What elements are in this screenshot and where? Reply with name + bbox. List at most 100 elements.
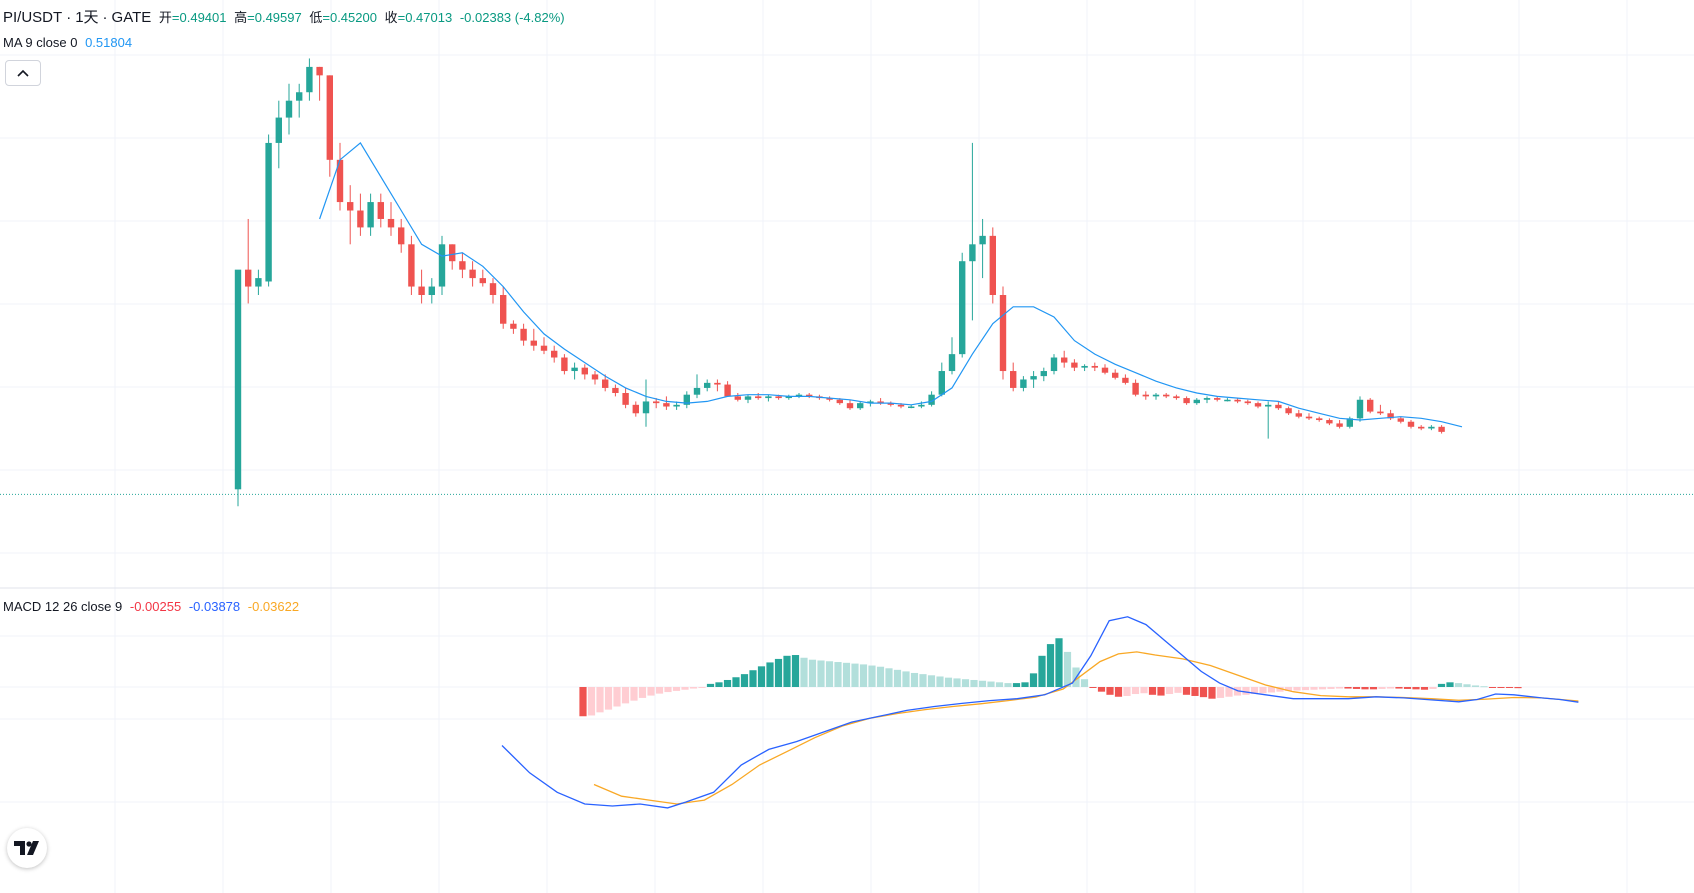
macd-hist-bar xyxy=(630,687,638,701)
macd-hist-bar xyxy=(876,666,885,687)
macd-hist-bar xyxy=(1480,686,1488,688)
macd-hist-bar xyxy=(893,669,902,687)
macd-hist-bar xyxy=(1106,687,1114,695)
macd-hist-bar xyxy=(1208,687,1216,699)
macd-hist-bar xyxy=(766,662,774,687)
legend-separator: · xyxy=(66,9,72,26)
candle-body xyxy=(1214,398,1221,400)
interval[interactable]: 1天 xyxy=(75,9,99,26)
macd-hist-bar xyxy=(987,681,995,687)
macd-hist-bar xyxy=(1454,683,1463,687)
macd-hist-bar xyxy=(842,662,851,687)
change-value: -0.02383 (-4.82%) xyxy=(459,10,565,25)
candle-body xyxy=(336,159,344,203)
macd-hist-bar xyxy=(1429,687,1437,689)
ma-legend[interactable]: MA 9 close 0 0.51804 xyxy=(3,35,136,50)
candle-body xyxy=(1183,398,1190,404)
macd-hist-bar xyxy=(1089,687,1097,688)
macd-hist-bar xyxy=(1029,673,1038,687)
candle-body xyxy=(1316,418,1323,421)
macd-hist-bar xyxy=(1446,682,1454,687)
macd-hist-bar xyxy=(902,671,910,687)
macd-hist-bar xyxy=(1361,687,1369,690)
symbol-name[interactable]: PI/USDT xyxy=(3,9,63,26)
macd-hist-bar xyxy=(970,679,978,687)
macd-hist-bar xyxy=(1225,687,1233,697)
macd-hist-bar xyxy=(1276,687,1284,692)
candle-body xyxy=(1275,404,1282,409)
candle-body xyxy=(1305,416,1313,419)
macd-hist-bar xyxy=(715,682,723,687)
macd-hist-bar xyxy=(1301,687,1310,691)
collapse-legend-button[interactable] xyxy=(5,60,41,86)
macd-hist-bar xyxy=(885,668,893,687)
macd-hist-bar xyxy=(961,679,970,687)
macd-hist-bar xyxy=(732,677,740,687)
candle-body xyxy=(1428,426,1435,429)
candle-body xyxy=(1101,367,1109,373)
candle-body xyxy=(755,396,762,399)
candle-body xyxy=(438,244,446,287)
candle-body xyxy=(265,142,272,282)
candle-body xyxy=(306,66,313,93)
candle-body xyxy=(887,403,894,405)
candle-body xyxy=(377,202,384,219)
macd-legend[interactable]: MACD 12 26 close 9 -0.00255 -0.03878 -0.… xyxy=(3,599,303,614)
candle-body xyxy=(296,92,303,101)
macd-value: -0.03878 xyxy=(188,599,241,614)
candle-body xyxy=(418,286,425,295)
macd-hist-bar xyxy=(664,687,672,693)
candle-body xyxy=(540,345,548,351)
candle-body xyxy=(581,367,588,375)
macd-hist-bar xyxy=(808,659,817,687)
macd-hist-bar xyxy=(749,670,757,687)
candle-body xyxy=(826,398,833,400)
macd-histogram xyxy=(579,638,1522,717)
macd-hist-bar xyxy=(1310,687,1318,690)
close-value: =0.47013 xyxy=(397,10,453,25)
candle-body xyxy=(459,261,466,270)
candle-body xyxy=(1336,423,1343,427)
candle-body xyxy=(1203,398,1211,400)
candle-body xyxy=(724,384,731,397)
candle-body xyxy=(245,269,252,287)
macd-hist-bar xyxy=(1012,683,1021,687)
price-candles xyxy=(234,58,1445,507)
macd-hist-bar xyxy=(1131,687,1140,695)
macd-hist-bar xyxy=(910,672,919,687)
macd-hist-bar xyxy=(698,687,706,688)
candle-body xyxy=(1356,399,1364,419)
macd-hist-bar xyxy=(851,663,859,687)
candle-body xyxy=(489,283,497,295)
macd-hist-bar xyxy=(1046,644,1055,687)
macd-hist-bar xyxy=(1327,687,1335,689)
tradingview-logo[interactable] xyxy=(7,828,47,868)
macd-hist-bar xyxy=(1386,687,1395,689)
candle-body xyxy=(1265,404,1272,407)
macd-hist-bar xyxy=(1267,687,1276,693)
candle-body xyxy=(1397,418,1404,422)
candle-body xyxy=(479,278,486,284)
candle-body xyxy=(234,269,242,490)
macd-hist-bar xyxy=(953,678,961,687)
macd-hist-bar xyxy=(604,687,613,710)
candle-body xyxy=(989,235,996,295)
exchange[interactable]: GATE xyxy=(111,9,152,26)
macd-hist-bar xyxy=(1395,687,1403,689)
ma-legend-value: 0.51804 xyxy=(85,35,133,50)
candle-body xyxy=(785,396,792,399)
candle-body xyxy=(622,393,629,405)
symbol-legend: PI/USDT · 1天 · GATE 开=0.49401 高=0.49597 低=0.… xyxy=(3,6,569,27)
open-label: 开 xyxy=(158,10,172,25)
candle-body xyxy=(1163,394,1170,397)
candle-body xyxy=(449,244,456,262)
candle-body xyxy=(1224,399,1231,402)
candle-body xyxy=(979,235,986,245)
macd-hist-bar xyxy=(740,674,749,687)
chevron-up-icon xyxy=(17,69,29,77)
candle-body xyxy=(1142,394,1149,397)
candle-body xyxy=(928,394,935,405)
macd-hist-bar xyxy=(1497,687,1505,688)
candle-body xyxy=(551,350,558,358)
